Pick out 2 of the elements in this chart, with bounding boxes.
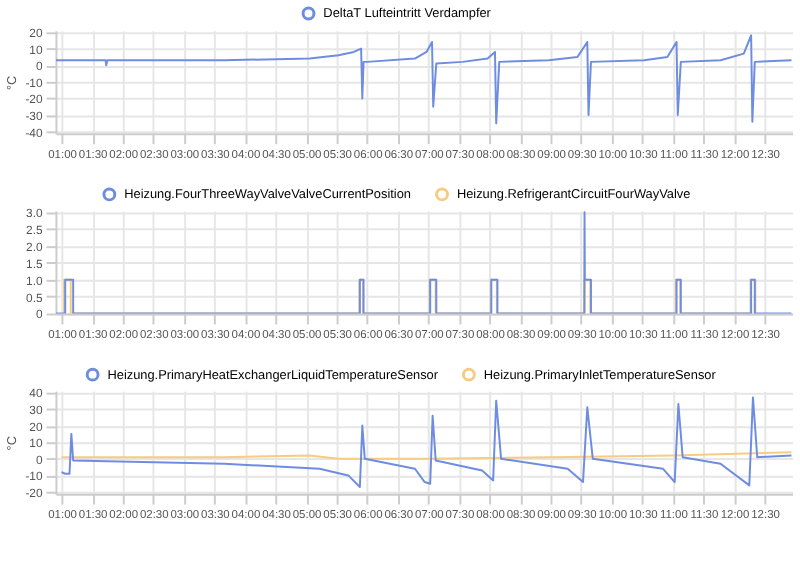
line-series [55, 34, 793, 125]
line-series [60, 396, 793, 489]
